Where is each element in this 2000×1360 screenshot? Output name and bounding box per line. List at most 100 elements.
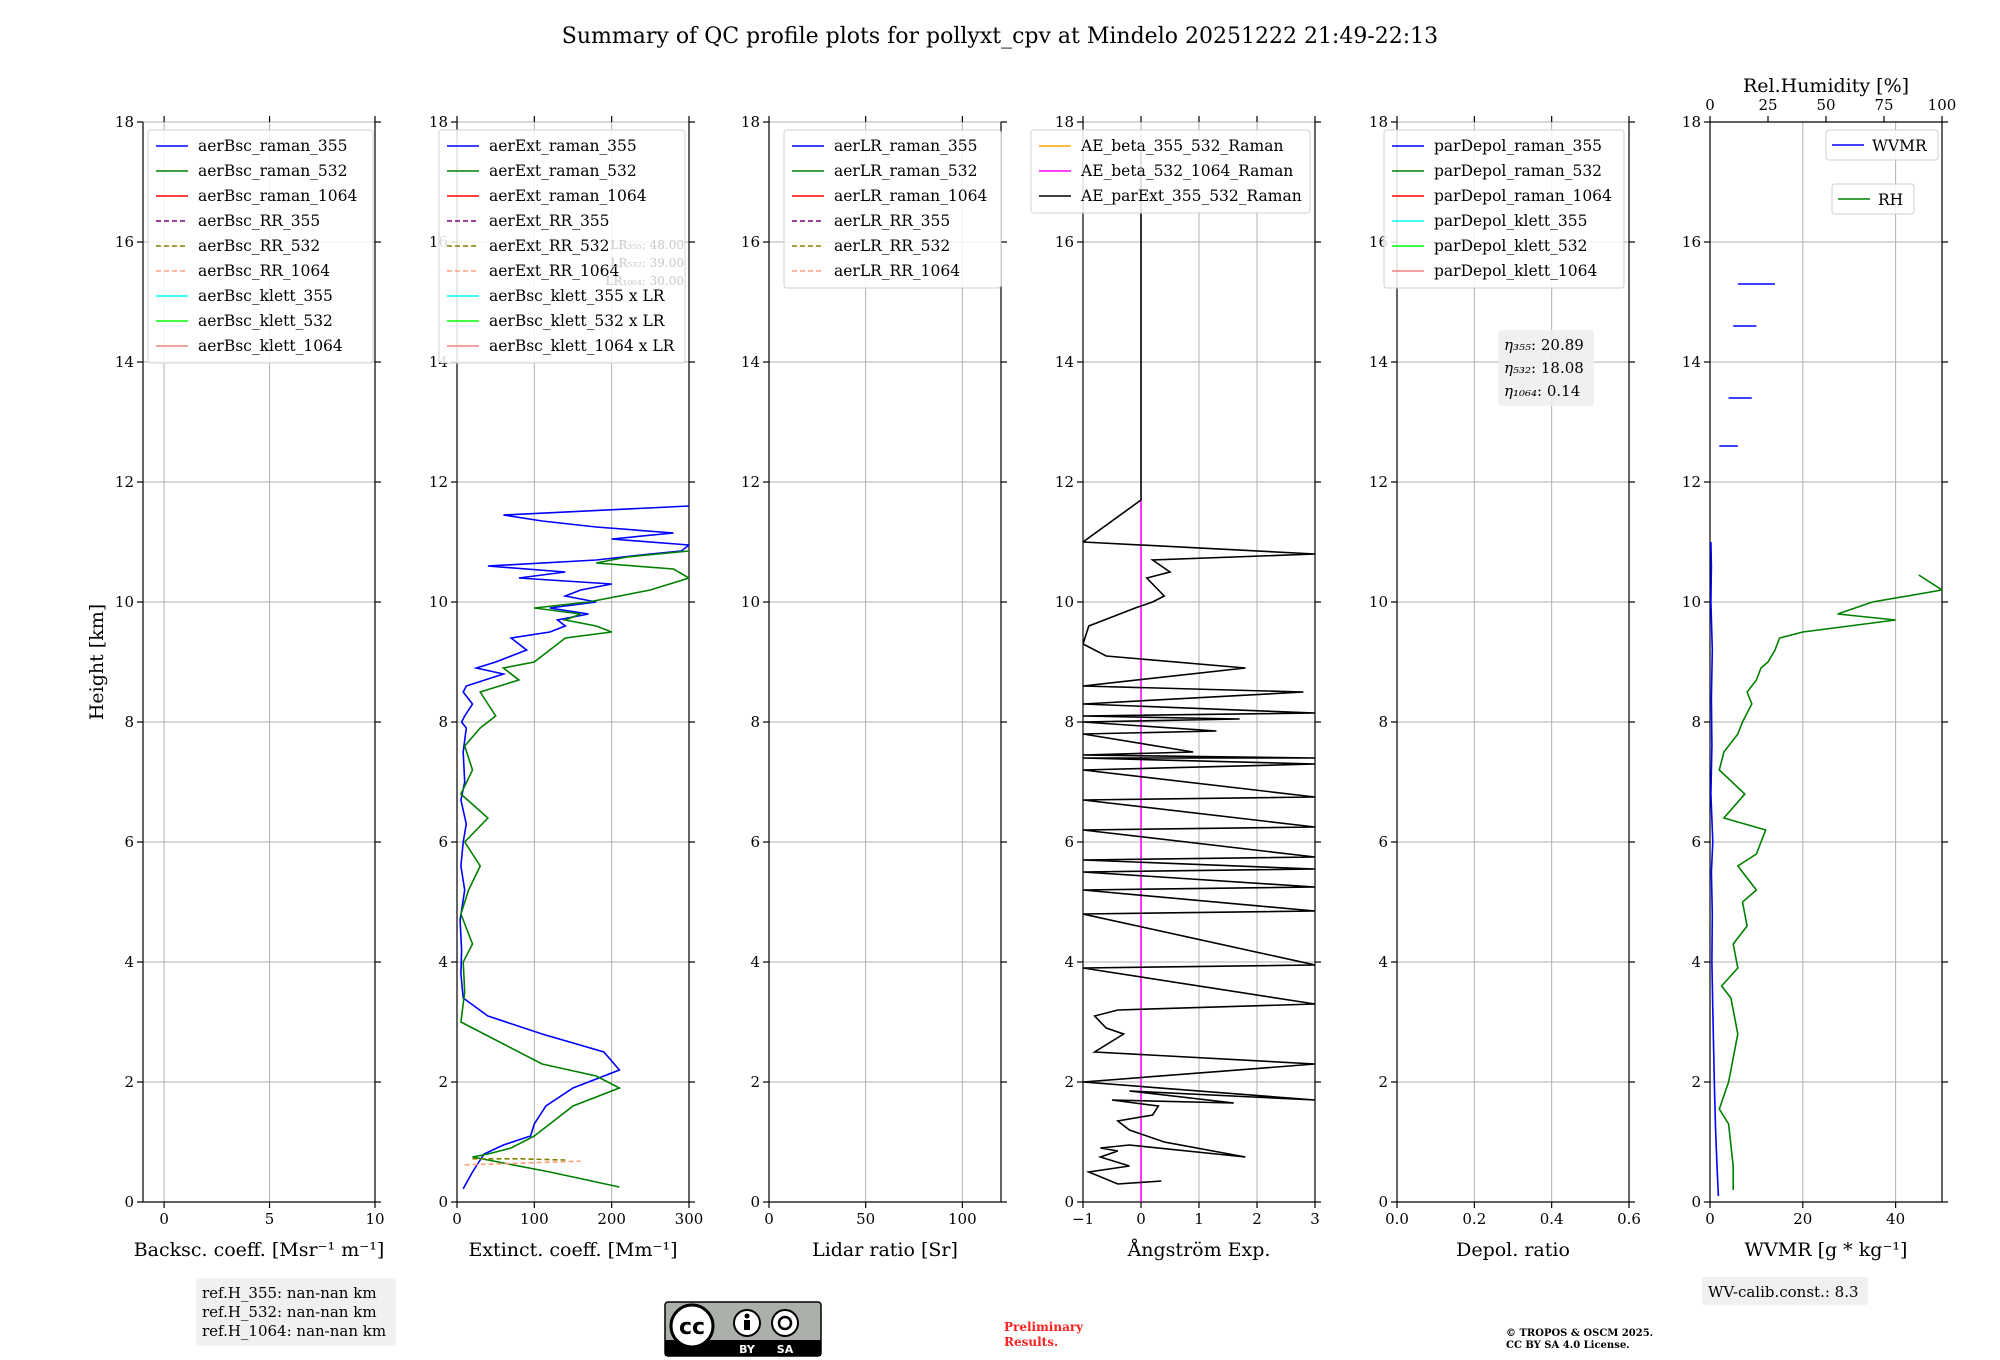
legend-frame: [147, 129, 374, 364]
y-tick-label: 8: [1378, 713, 1388, 731]
legend-lidar_ratio: aerLR_raman_355 aerLR_raman_532 aerLR_rama…: [783, 129, 1002, 289]
lidar-ratio-annotation: LR₃₅₅: 48.00 LR₅₃₂: 39.00 LR₁₀₆₄: 30.00: [606, 238, 684, 288]
y-tick-label: 12: [1682, 473, 1701, 491]
x-tick-label: 0.6: [1617, 1210, 1641, 1228]
x-tick-label: 40: [1886, 1210, 1905, 1228]
series-WVMR: [1710, 541, 1720, 1197]
y-tick-label: 12: [741, 473, 760, 491]
x-tick-label: 0.0: [1385, 1210, 1409, 1228]
cc-by-label: BY: [739, 1343, 756, 1356]
series-aerExt_raman_355: [459, 505, 689, 1190]
y-tick-label: 0: [1064, 1193, 1074, 1211]
y-tick-label: 2: [438, 1073, 448, 1091]
ref-height-box: ref.H_355: nan-nan km ref.H_532: nan-nan…: [196, 1278, 396, 1346]
legend-frame: [1030, 129, 1311, 214]
x2-tick-label: 100: [1928, 96, 1957, 114]
legend-label: parDepol_raman_355: [1434, 137, 1602, 155]
legend-label: aerBsc_klett_355 x LR: [489, 287, 666, 305]
y-tick-label: 6: [1691, 833, 1701, 851]
x-tick-label: 10: [365, 1210, 384, 1228]
x-tick-label: 100: [948, 1210, 977, 1228]
preliminary-label-2: Results.: [1004, 1335, 1058, 1349]
x-tick-label: 300: [675, 1210, 704, 1228]
legend-backscatter: aerBsc_raman_355 aerBsc_raman_532 aerBsc_r…: [147, 129, 374, 364]
legend-label: aerBsc_klett_532 x LR: [489, 312, 666, 330]
eta-symbol: η₅₃₂: [1504, 359, 1531, 377]
y-tick-label: 18: [1369, 113, 1388, 131]
eta-value-e355: η₃₅₅: 20.89: [1504, 336, 1584, 354]
legend-label: aerBsc_klett_532: [198, 312, 333, 330]
wv-calib-const: WV-calib.const.: 8.3: [1708, 1283, 1859, 1301]
y-tick-label: 16: [1055, 233, 1074, 251]
y-tick-label: 2: [1378, 1073, 1388, 1091]
y-tick-label: 0: [1691, 1193, 1701, 1211]
ref-height-355: ref.H_355: nan-nan km: [202, 1284, 377, 1302]
y-tick-label: 10: [429, 593, 448, 611]
legend-label: RH: [1878, 191, 1903, 209]
y-tick-label: 18: [115, 113, 134, 131]
x-axis-label: Extinct. coeff. [Mm⁻¹]: [468, 1239, 677, 1261]
y-tick-label: 16: [741, 233, 760, 251]
eta-value-e1064: η₁₀₆₄: 0.14: [1504, 382, 1580, 400]
copyright-line-2: CC BY SA 4.0 License.: [1506, 1340, 1630, 1351]
legend-label: aerExt_raman_532: [489, 162, 637, 180]
y-tick-label: 0: [124, 1193, 134, 1211]
series-AE_parExt_355_532_Raman: [1083, 152, 1315, 1185]
x-axis-label: WVMR [g * kg⁻¹]: [1745, 1239, 1908, 1261]
x-tick-label: 50: [856, 1210, 875, 1228]
y-tick-label: 8: [1691, 713, 1701, 731]
legend-label: WVMR: [1872, 137, 1928, 155]
x2-axis-label: Rel.Humidity [%]: [1743, 75, 1909, 97]
lr-value-l1064: LR₁₀₆₄: 30.00: [606, 274, 684, 288]
cc-sa-label: SA: [777, 1343, 794, 1356]
legend-label: aerBsc_raman_532: [198, 162, 348, 180]
y-tick-label: 14: [115, 353, 134, 371]
y-tick-label: 6: [1064, 833, 1074, 851]
y-tick-label: 2: [124, 1073, 134, 1091]
y-tick-label: 12: [1055, 473, 1074, 491]
legend-label: aerBsc_RR_355: [198, 212, 320, 230]
x-tick-label: −1: [1072, 1210, 1094, 1228]
legend-label: parDepol_raman_532: [1434, 162, 1602, 180]
y-tick-label: 8: [1064, 713, 1074, 731]
y-tick-label: 6: [124, 833, 134, 851]
y-tick-label: 2: [1691, 1073, 1701, 1091]
eta-number: : 20.89: [1531, 336, 1584, 354]
x-tick-label: 200: [597, 1210, 626, 1228]
sa-share-icon: [771, 1309, 799, 1337]
legend-label: AE_beta_355_532_Raman: [1080, 137, 1283, 155]
x-axis-label: Depol. ratio: [1456, 1239, 1570, 1261]
y-tick-label: 8: [124, 713, 134, 731]
x-tick-label: 0: [764, 1210, 774, 1228]
legend-label: aerLR_raman_355: [834, 137, 977, 155]
plot-area: [459, 505, 689, 1190]
y-tick-label: 16: [1369, 233, 1388, 251]
legend-label: AE_beta_532_1064_Raman: [1080, 162, 1293, 180]
y-tick-label: 6: [750, 833, 760, 851]
y-tick-label: 4: [438, 953, 448, 971]
legend-angstrom: AE_beta_355_532_Raman AE_beta_532_1064_Ra…: [1030, 129, 1311, 214]
legend-frame: [438, 129, 686, 364]
y-tick-label: 18: [1682, 113, 1701, 131]
y-tick-label: 16: [1682, 233, 1701, 251]
legend-label: parDepol_klett_532: [1434, 237, 1587, 255]
y-tick-label: 6: [1378, 833, 1388, 851]
legend-label: aerExt_RR_532: [489, 237, 610, 255]
y-tick-label: 0: [1378, 1193, 1388, 1211]
y-tick-label: 0: [438, 1193, 448, 1211]
series-RH: [1718, 574, 1942, 1190]
y-tick-label: 18: [741, 113, 760, 131]
series-aerExt_raman_532: [459, 550, 689, 1188]
y-tick-label: 12: [115, 473, 134, 491]
y-tick-label: 0: [750, 1193, 760, 1211]
figure-title: Summary of QC profile plots for pollyxt_…: [562, 24, 1438, 49]
legend-extinction: aerExt_raman_355 aerExt_raman_532 aerExt_r…: [438, 129, 686, 364]
y-tick-label: 18: [429, 113, 448, 131]
x-tick-label: 5: [265, 1210, 275, 1228]
y-tick-label: 4: [1691, 953, 1701, 971]
sa-share-arc: [777, 1315, 793, 1331]
lr-value-l355: LR₃₅₅: 48.00: [610, 238, 684, 252]
legend-label: aerBsc_RR_1064: [198, 262, 330, 280]
